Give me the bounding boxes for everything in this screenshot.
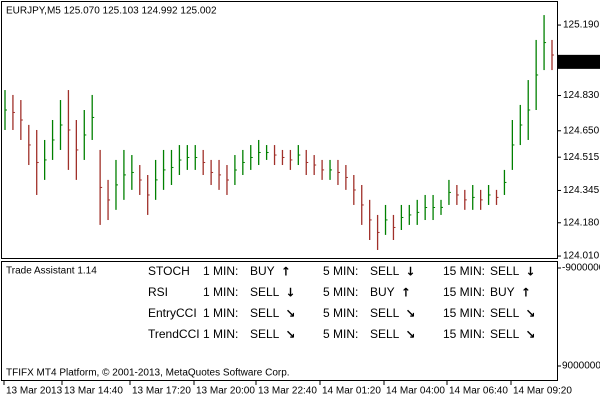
signal: SELL: [250, 327, 280, 341]
signal: SELL: [490, 264, 520, 278]
signal: BUY: [370, 285, 395, 299]
timeframe: 5 MIN:: [323, 264, 358, 278]
signal: SELL: [490, 327, 520, 341]
signal-arrow: ↘: [405, 307, 415, 321]
signal-arrow: ↘: [285, 328, 295, 342]
indicator-label: RSI: [148, 285, 168, 299]
signal-arrow: ↓: [525, 265, 535, 279]
chart-header: EURJPY,M5 125.070 125.103 124.992 125.00…: [6, 6, 217, 17]
signal: SELL: [370, 306, 400, 320]
y-tick-label: 124.830: [563, 90, 600, 101]
indicator-pane: [1, 261, 558, 381]
timeframe: 5 MIN:: [323, 306, 358, 320]
indicator-label: STOCH: [148, 264, 190, 278]
y-tick-label: 124.515: [563, 152, 600, 163]
last-price-label: 125.002: [563, 56, 600, 67]
x-tick-label: 13 Mar 22:40: [258, 386, 317, 397]
signal-arrow: ↑: [521, 286, 531, 300]
signal: BUY: [490, 285, 515, 299]
x-tick-label: 14 Mar 04:00: [386, 386, 445, 397]
indicator-tick-label: 9000000: [562, 361, 600, 372]
timeframe: 1 MIN:: [203, 306, 238, 320]
signal: SELL: [250, 285, 280, 299]
y-tick-label: 124.650: [563, 125, 600, 136]
signal: SELL: [490, 306, 520, 320]
x-tick-label: 13 Mar 17:20: [132, 386, 191, 397]
signal-arrow: ↘: [525, 328, 535, 342]
signal-arrow: ↘: [285, 307, 295, 321]
y-tick-label: 124.010: [563, 251, 600, 262]
signal-arrow: ↘: [405, 328, 415, 342]
indicator-label: EntryCCI: [148, 306, 197, 320]
y-tick-label: 125.190: [563, 20, 600, 31]
x-tick-label: 14 Mar 06:40: [449, 386, 508, 397]
timeframe: 15 MIN:: [443, 285, 485, 299]
timeframe: 15 MIN:: [443, 264, 485, 278]
timeframe: 5 MIN:: [323, 285, 358, 299]
last-price-box: [558, 54, 600, 69]
signal-arrow: ↑: [401, 286, 411, 300]
signal-arrow: ↓: [285, 286, 295, 300]
timeframe: 1 MIN:: [203, 264, 238, 278]
signal: SELL: [370, 264, 400, 278]
x-tick-label: 13 Mar 20:00: [196, 386, 255, 397]
signal-arrow: ↘: [525, 307, 535, 321]
x-tick-label: 14 Mar 01:20: [322, 386, 381, 397]
timeframe: 5 MIN:: [323, 327, 358, 341]
signal-arrow: ↓: [405, 265, 415, 279]
copyright: TFIFX MT4 Platform, © 2001-2013, MetaQuo…: [6, 368, 290, 379]
timeframe: 1 MIN:: [203, 285, 238, 299]
price-pane: [1, 1, 558, 259]
y-tick-label: 124.180: [563, 217, 600, 228]
indicator-label: TrendCCI: [148, 327, 200, 341]
y-tick-label: 124.345: [563, 185, 600, 196]
timeframe: 15 MIN:: [443, 327, 485, 341]
signal: SELL: [370, 327, 400, 341]
signal: BUY: [250, 264, 275, 278]
x-tick-label: 13 Mar 2013: [6, 386, 63, 397]
timeframe: 1 MIN:: [203, 327, 238, 341]
indicator-name: Trade Assistant 1.14: [6, 266, 97, 277]
x-tick-label: 14 Mar 09:20: [513, 386, 572, 397]
signal-arrow: ↑: [281, 265, 291, 279]
signal: SELL: [250, 306, 280, 320]
indicator-tick-label: -9000000: [562, 263, 600, 274]
x-tick-label: 13 Mar 14:40: [64, 386, 123, 397]
timeframe: 15 MIN:: [443, 306, 485, 320]
